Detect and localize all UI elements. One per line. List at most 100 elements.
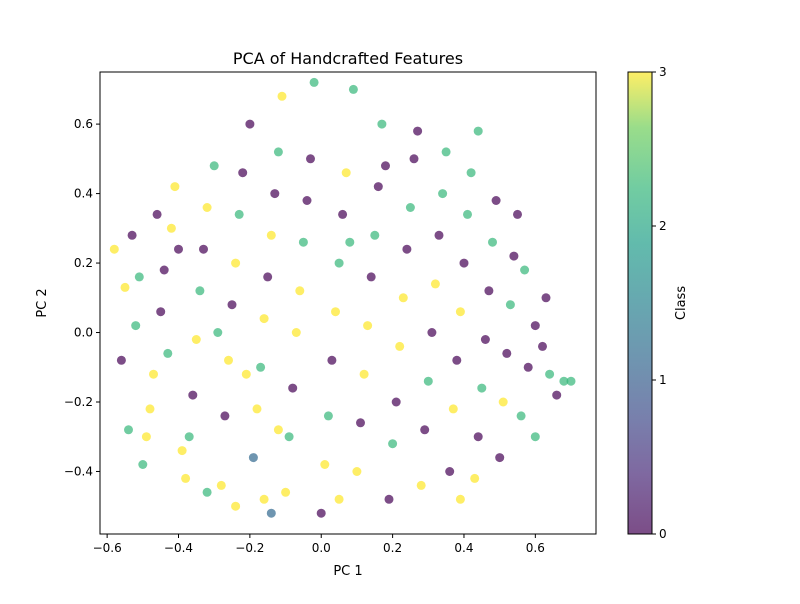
data-point bbox=[448, 404, 458, 414]
plot-frame bbox=[99, 71, 597, 535]
data-point bbox=[366, 272, 376, 282]
data-point bbox=[423, 376, 433, 386]
data-point bbox=[416, 480, 426, 490]
colorbar-ticks: 0 1 2 3 bbox=[652, 65, 667, 541]
data-point bbox=[295, 286, 305, 296]
data-point bbox=[174, 244, 183, 254]
data-point bbox=[477, 383, 487, 393]
data-point bbox=[327, 355, 337, 365]
data-point bbox=[248, 453, 258, 463]
data-point bbox=[470, 473, 480, 483]
colorbar-tick-label: 1 bbox=[659, 373, 667, 387]
data-point bbox=[480, 335, 490, 344]
y-tick-label: 0.6 bbox=[74, 117, 93, 131]
y-tick-label: −0.4 bbox=[64, 464, 93, 478]
data-point bbox=[395, 341, 405, 351]
data-point bbox=[202, 203, 212, 212]
data-point bbox=[181, 473, 191, 483]
data-point bbox=[463, 209, 472, 219]
data-point bbox=[373, 182, 383, 192]
data-point bbox=[455, 307, 465, 317]
data-point bbox=[177, 446, 187, 456]
data-point bbox=[273, 425, 283, 435]
x-tick-label: 0.0 bbox=[312, 541, 331, 555]
data-point bbox=[341, 168, 351, 178]
data-point bbox=[513, 209, 522, 219]
data-point bbox=[459, 258, 469, 268]
data-point bbox=[441, 147, 451, 157]
data-point bbox=[259, 314, 269, 324]
data-point bbox=[195, 286, 205, 296]
data-point bbox=[348, 84, 358, 94]
data-point bbox=[259, 494, 269, 504]
data-point bbox=[545, 369, 555, 379]
data-point bbox=[163, 348, 173, 358]
data-point bbox=[216, 480, 226, 490]
y-tick-label: 0.0 bbox=[74, 326, 93, 340]
x-tick-label: −0.6 bbox=[93, 541, 122, 555]
data-point bbox=[473, 432, 483, 442]
data-point bbox=[455, 494, 465, 504]
y-tick-label: −0.2 bbox=[64, 395, 93, 409]
data-point bbox=[277, 91, 287, 101]
data-point bbox=[509, 251, 519, 261]
data-point bbox=[266, 230, 276, 240]
data-point bbox=[199, 244, 208, 254]
data-point bbox=[363, 321, 373, 331]
y-axis-label: PC 2 bbox=[35, 288, 50, 317]
data-point bbox=[356, 418, 365, 428]
data-point bbox=[427, 328, 437, 337]
data-point bbox=[131, 321, 141, 331]
data-point bbox=[281, 487, 291, 497]
data-point bbox=[191, 335, 201, 344]
data-point bbox=[345, 237, 355, 247]
data-point bbox=[141, 432, 151, 442]
data-point bbox=[420, 425, 430, 435]
data-point bbox=[338, 209, 348, 219]
data-point bbox=[266, 508, 276, 518]
chart-title: PCA of Handcrafted Features bbox=[233, 49, 463, 68]
data-point bbox=[334, 494, 344, 504]
data-point bbox=[381, 161, 390, 171]
data-point bbox=[502, 348, 512, 358]
data-point bbox=[302, 196, 312, 205]
data-point bbox=[409, 154, 419, 164]
data-point bbox=[323, 411, 333, 421]
data-point bbox=[359, 369, 369, 379]
data-point bbox=[231, 258, 241, 268]
data-point bbox=[156, 307, 166, 317]
data-point bbox=[209, 161, 219, 171]
data-point bbox=[488, 237, 497, 247]
data-point bbox=[238, 168, 248, 178]
data-point bbox=[220, 411, 230, 421]
data-point bbox=[405, 203, 415, 212]
data-point bbox=[116, 355, 126, 365]
data-point bbox=[377, 119, 387, 129]
data-point bbox=[149, 369, 158, 379]
data-point bbox=[256, 362, 266, 372]
data-point bbox=[284, 432, 294, 442]
data-point bbox=[288, 383, 298, 393]
data-point bbox=[430, 279, 440, 289]
data-point bbox=[124, 425, 133, 435]
data-point bbox=[166, 223, 176, 233]
data-point bbox=[252, 404, 262, 414]
data-point bbox=[473, 126, 483, 136]
data-point bbox=[495, 453, 505, 463]
data-point bbox=[520, 265, 530, 275]
colorbar-tick-label: 2 bbox=[659, 219, 667, 233]
x-tick-label: 0.6 bbox=[526, 541, 545, 555]
y-axis-ticks: −0.4 −0.2 0.0 0.2 0.4 0.6 bbox=[64, 117, 100, 478]
data-point bbox=[134, 272, 144, 282]
data-point bbox=[445, 467, 455, 476]
data-point bbox=[224, 355, 233, 365]
data-point bbox=[413, 126, 423, 136]
colorbar-label: Class bbox=[674, 286, 689, 320]
data-point bbox=[241, 369, 251, 379]
data-point bbox=[234, 209, 244, 219]
data-point bbox=[306, 154, 315, 164]
data-point bbox=[263, 272, 273, 282]
data-point bbox=[159, 265, 169, 275]
